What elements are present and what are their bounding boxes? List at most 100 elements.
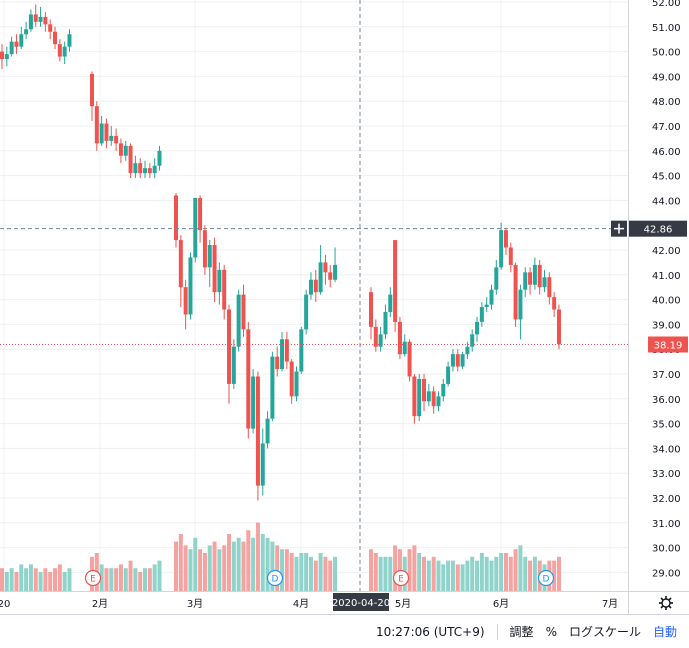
volume-bar — [499, 553, 504, 591]
volume-bar — [460, 564, 465, 591]
volume-bar — [128, 560, 133, 591]
candle-body — [109, 135, 114, 141]
volume-bar — [246, 530, 251, 591]
volume-bar — [133, 568, 138, 591]
candle-body — [236, 294, 241, 347]
candle-body — [280, 339, 285, 370]
candle-body — [369, 292, 373, 327]
candle-body — [265, 418, 270, 444]
time-tick-label: 3月 — [187, 598, 203, 610]
volume-bar — [284, 549, 289, 591]
candle-body — [484, 304, 489, 308]
candle-body — [227, 309, 232, 384]
candle-body — [183, 287, 188, 315]
candle-body — [523, 272, 528, 290]
price-chart[interactable]: 52.00 51.00 50.00 49.00 48.00 47.00 46.00 45.00… — [0, 0, 689, 614]
price-tick-label: 29.00 — [652, 568, 681, 579]
price-tick-label: 47.00 — [652, 122, 681, 133]
candle-body — [43, 16, 48, 25]
candle-body — [123, 145, 128, 156]
candle-body — [328, 272, 333, 280]
candle-body — [178, 240, 183, 288]
volume-bar — [265, 537, 270, 591]
last-price-label: 38.19 — [654, 340, 683, 351]
adjust-button[interactable]: 調整 — [509, 625, 534, 639]
volume-bar — [28, 564, 33, 591]
candle-body — [260, 443, 265, 486]
candle-body — [147, 168, 152, 174]
volume-bar — [294, 556, 299, 591]
volume-bar — [0, 568, 4, 591]
price-tick-label: 42.00 — [652, 246, 681, 257]
candle-body — [422, 378, 427, 402]
volume-bar — [328, 560, 333, 591]
candle-body — [188, 257, 193, 315]
volume-bar — [508, 556, 513, 591]
candle-body — [518, 289, 523, 320]
candle-body — [508, 247, 513, 265]
candle-body — [373, 326, 378, 347]
time-tick-label: 6月 — [493, 598, 509, 610]
candle-body — [138, 163, 143, 174]
candle-body — [24, 29, 29, 35]
crosshair-date-label: 2020-04-20 — [332, 598, 390, 609]
candle-body — [556, 309, 561, 345]
volume-bar — [198, 549, 203, 591]
add-alert-button[interactable] — [611, 220, 627, 237]
volume-bar — [193, 537, 198, 591]
volume-bars — [0, 522, 561, 591]
volume-bar — [422, 556, 427, 591]
volume-bar — [388, 556, 393, 591]
candle-body — [255, 376, 260, 486]
candle-body — [241, 294, 246, 330]
settings-gear-icon[interactable] — [659, 596, 673, 610]
time-axis[interactable]: 20 2月 3月 4月 5月 6月 7月 — [0, 598, 618, 610]
price-axis[interactable]: 52.00 51.00 50.00 49.00 48.00 47.00 46.00 45.00… — [652, 0, 681, 579]
event-circle — [266, 569, 284, 587]
candle-body — [446, 366, 451, 384]
candle-body — [407, 341, 412, 377]
volume-bar — [33, 568, 38, 591]
time-tick-label: 4月 — [293, 598, 309, 610]
price-tick-label: 32.00 — [652, 494, 681, 505]
volume-bar — [4, 572, 9, 591]
log-scale-button[interactable]: ログスケール — [568, 625, 641, 639]
volume-bar — [183, 545, 188, 591]
candle-body — [323, 262, 328, 273]
price-labels: 42.86 38.19 2020-04-20 — [332, 220, 688, 611]
time-tick-label: 20 — [0, 599, 10, 610]
candle-body — [542, 277, 547, 288]
price-tick-label: 31.00 — [652, 519, 681, 530]
volume-bar — [304, 553, 309, 591]
percent-button[interactable]: % — [545, 624, 557, 639]
time-tick-label: 2月 — [92, 598, 108, 610]
candle-body — [397, 321, 402, 355]
volume-bar — [236, 537, 241, 591]
price-lines — [0, 0, 628, 591]
candle-body — [333, 264, 338, 280]
auto-scale-button[interactable]: 自動 — [652, 625, 677, 639]
volume-bar — [528, 560, 533, 591]
volume-bar — [426, 560, 431, 591]
time-tick-label: 5月 — [395, 598, 411, 610]
event-label: D — [272, 575, 279, 585]
candle-body — [475, 321, 480, 335]
candle-body — [133, 163, 138, 174]
crosshair-date-tag — [333, 593, 389, 611]
price-tick-label: 35.00 — [652, 420, 681, 431]
candlesticks — [0, 4, 561, 501]
volume-bar — [513, 549, 518, 591]
candle-body — [308, 279, 313, 295]
candle-body — [48, 24, 53, 32]
candle-body — [441, 383, 446, 397]
candle-body — [470, 334, 475, 347]
candle-body — [38, 16, 43, 22]
candle-body — [313, 279, 318, 293]
candle-body — [528, 272, 533, 285]
volume-bar — [118, 564, 123, 591]
candle-body — [0, 51, 4, 60]
candle-body — [246, 329, 251, 429]
candle-body — [174, 195, 178, 241]
volume-bar — [143, 568, 148, 591]
price-tick-label: 39.00 — [652, 320, 681, 331]
